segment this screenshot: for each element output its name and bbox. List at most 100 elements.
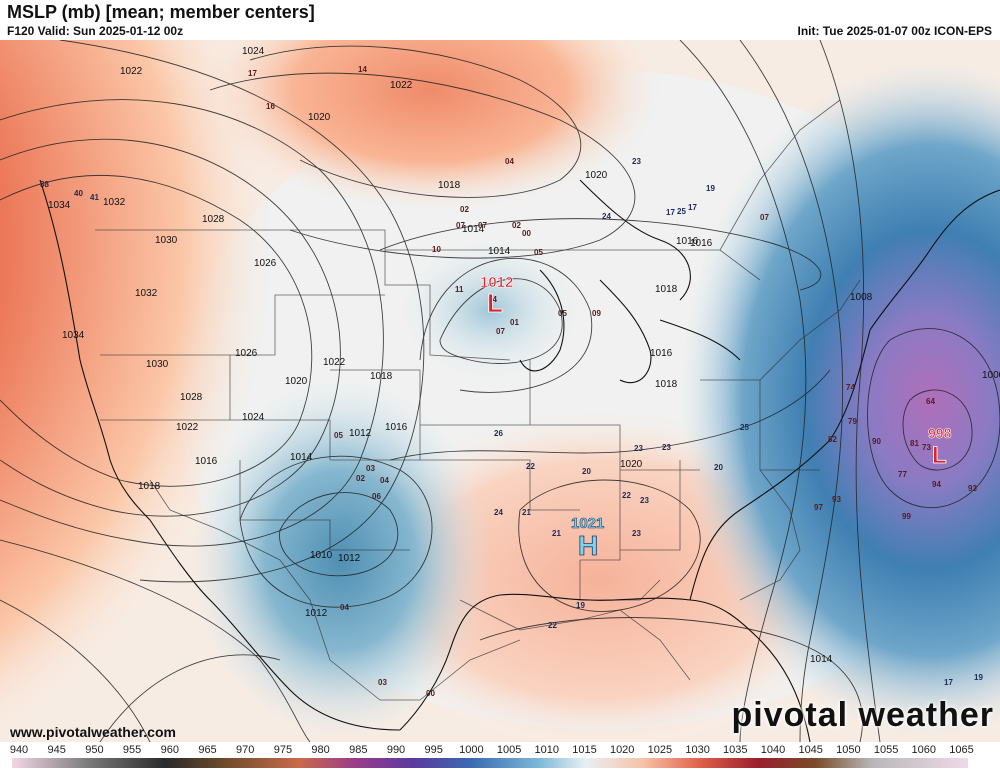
member-label: 79 (848, 417, 857, 426)
colorbar: 940 945 950 955 960 965 970 975 980 985 990 995 1000… (0, 742, 1000, 772)
isobar-label: 1000 (982, 370, 1000, 381)
member-label: 11 (455, 285, 464, 294)
member-label: 38 (40, 180, 49, 189)
isobar-label: 1024 (242, 412, 265, 423)
colorbar-tick-label: 1060 (911, 744, 937, 756)
member-label: 21 (522, 508, 531, 517)
member-label: 99 (902, 512, 911, 521)
colorbar-tick-label: 990 (386, 744, 406, 756)
member-label: 05 (558, 309, 567, 318)
isobar-label: 1016 (676, 236, 699, 247)
colorbar-tick-label: 995 (424, 744, 443, 756)
member-label: 22 (526, 462, 535, 471)
member-label: 22 (622, 491, 631, 500)
member-label: 10 (432, 245, 441, 254)
colorbar-tick-label: 980 (311, 744, 330, 756)
isobar-label: 1012 (338, 553, 361, 564)
isobar-label: 1016 (195, 456, 218, 467)
isobar-label: 1014 (488, 246, 511, 257)
colorbar-tick-label: 1045 (798, 744, 823, 756)
member-label: 23 (632, 157, 641, 166)
isobar-label: 1016 (690, 238, 713, 249)
low-center-value: 1012 (480, 274, 513, 291)
member-label: 05 (334, 431, 343, 440)
member-label: 25 (740, 423, 749, 432)
member-label: 77 (898, 470, 907, 479)
member-label: 93 (968, 484, 977, 493)
member-label: 74 (846, 383, 855, 392)
member-label: 26 (494, 429, 503, 438)
member-label: 06 (372, 492, 381, 501)
member-label: 93 (832, 495, 841, 504)
colorbar-tick-label: 985 (349, 744, 368, 756)
colorbar-tick-label: 965 (198, 744, 217, 756)
member-label: 17 (666, 208, 675, 217)
member-label: 23 (634, 444, 643, 453)
member-label: 07 (496, 327, 505, 336)
member-label: 24 (602, 212, 611, 221)
isobar-label: 1028 (202, 214, 225, 225)
member-label: 17 (688, 203, 697, 212)
isobar-label: 1014 (462, 224, 485, 235)
member-label: 07 (760, 213, 769, 222)
colorbar-tick-label: 960 (160, 744, 179, 756)
colorbar-tick-label: 1000 (459, 744, 484, 756)
isobar-label: 1014 (290, 452, 313, 463)
colorbar-tick-label: 955 (122, 744, 142, 756)
member-label: 64 (926, 397, 935, 406)
member-label: 04 (488, 295, 497, 304)
low-center-symbol: L (932, 442, 947, 469)
colorbar-tick-label: 1030 (685, 744, 710, 756)
isobar-label: 1034 (62, 330, 85, 341)
isobar-label: 1010 (310, 550, 333, 561)
member-label: 41 (90, 193, 99, 202)
isobar-label: 1018 (655, 284, 678, 295)
member-label: 04 (505, 157, 514, 166)
colorbar-tick-label: 945 (47, 744, 66, 756)
isobar-label: 1012 (305, 608, 328, 619)
colorbar-tick-label: 1025 (647, 744, 673, 756)
isobar-label: 1018 (370, 371, 393, 382)
member-label: 03 (378, 678, 387, 687)
isobar-label: 1022 (390, 80, 413, 91)
isobar-label: 1020 (620, 459, 643, 470)
member-label: 82 (828, 435, 837, 444)
member-label: 16 (266, 102, 275, 111)
isobar-label: 1020 (308, 112, 331, 123)
member-label: 07 (478, 221, 487, 230)
isobar-label: 1018 (138, 481, 161, 492)
member-label: 40 (74, 189, 83, 198)
isobar-label: 1032 (103, 197, 126, 208)
member-label: 19 (974, 673, 983, 682)
member-label: 00 (426, 689, 435, 698)
isobar-label: 1026 (254, 258, 277, 269)
isobar-label: 1022 (120, 66, 143, 77)
member-label: 97 (814, 503, 823, 512)
pressure-map: 1022 1024 1022 1020 1018 1020 1016 1032 … (0, 40, 1000, 742)
low-center-symbol: L (487, 288, 503, 318)
colorbar-tick-label: 1010 (534, 744, 560, 756)
member-label: 20 (582, 467, 591, 476)
init-time: Init: Tue 2025-01-07 00z ICON-EPS (797, 24, 992, 38)
high-center-south: 1021 H (571, 515, 605, 562)
member-label: 14 (358, 65, 367, 74)
member-label: 23 (640, 496, 649, 505)
source-url: www.pivotalweather.com (10, 724, 176, 740)
isobar-label: 1030 (146, 359, 169, 370)
isobar-label: 1022 (176, 422, 199, 433)
colorbar-tick-label: 1005 (496, 744, 522, 756)
chart-title: MSLP (mb) [mean; member centers] (7, 2, 315, 22)
low-center-main: 1012 L (480, 274, 514, 319)
member-label: 23 (632, 529, 641, 538)
isobar-label: 1018 (438, 180, 461, 191)
member-label: 07 (456, 221, 465, 230)
member-label: 22 (548, 621, 557, 630)
colorbar-tick-label: 1065 (949, 744, 974, 756)
member-label: 02 (512, 221, 521, 230)
member-label: 23 (662, 443, 671, 452)
isobar-label: 1024 (242, 46, 265, 57)
member-label: 73 (922, 443, 931, 452)
isobar-label: 1012 (349, 428, 372, 439)
isobar-label: 1022 (323, 357, 346, 368)
low-center-east: 998 L (928, 425, 952, 470)
